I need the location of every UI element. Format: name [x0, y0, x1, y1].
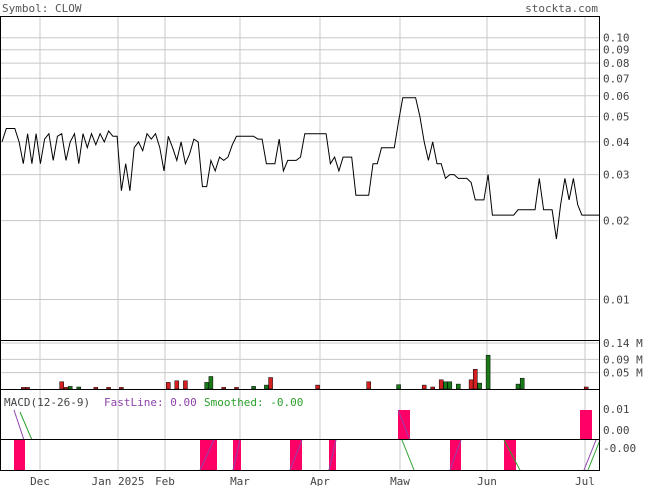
volume-bar	[59, 381, 64, 390]
macd-signal-line	[289, 439, 303, 471]
price-panel	[0, 16, 600, 341]
volume-bar	[264, 384, 269, 390]
macd-plot	[13, 409, 601, 471]
volume-bar	[119, 387, 124, 390]
volume-bar	[583, 386, 589, 390]
x-tick-label: Feb	[155, 475, 175, 486]
volume-tick-label: 0.09 M	[603, 353, 643, 366]
grid-lines	[0, 17, 600, 470]
volume-bar	[447, 381, 453, 390]
volume-bar	[438, 379, 444, 390]
volume-bar	[515, 383, 521, 390]
x-tick-label: Dec	[30, 475, 50, 486]
price-tick-label: 0.01	[603, 293, 630, 306]
volume-bar	[21, 387, 26, 390]
macd-signal-line	[449, 439, 462, 471]
volume-bar	[93, 387, 99, 390]
macd-signal-line	[328, 439, 337, 471]
volume-bar	[67, 386, 73, 390]
macd-signal-line	[401, 439, 415, 471]
volume-bar	[443, 381, 448, 390]
volume-bar	[468, 379, 474, 390]
macd-signal-line	[19, 411, 33, 441]
macd-panel	[0, 389, 600, 471]
macd-signal-line	[199, 439, 215, 471]
macd-tick-1: 0.00	[603, 424, 630, 437]
volume-bar	[208, 376, 214, 390]
macd-signal-line	[13, 409, 25, 441]
volume-bar	[456, 383, 461, 390]
volume-tick-label: 0.05 M	[603, 367, 643, 380]
symbol-label: Symbol: CLOW	[2, 2, 82, 15]
macd-signal-line	[503, 439, 521, 471]
volume-bar	[166, 382, 171, 390]
price-tick-label: 0.09	[603, 44, 630, 57]
volume-bar	[366, 381, 371, 390]
macd-title: MACD(12-26-9)	[4, 396, 90, 409]
macd-tick-0: 0.01	[603, 403, 630, 416]
volume-bar	[234, 387, 239, 390]
volume-bar	[76, 386, 82, 390]
volume-bar	[204, 382, 209, 390]
x-tick-label: Maw	[390, 475, 410, 486]
price-tick-label: 0.10	[603, 32, 630, 45]
price-tick-label: 0.08	[603, 57, 630, 70]
price-tick-label: 0.05	[603, 111, 630, 124]
x-tick-label: Mar	[230, 475, 250, 486]
volume-bar	[63, 387, 69, 390]
volume-plot	[21, 354, 589, 390]
volume-bar	[396, 384, 401, 390]
price-tick-label: 0.02	[603, 215, 630, 228]
price-line	[1, 97, 599, 240]
x-tick-label: Apr	[310, 475, 330, 486]
price-tick-label: 0.03	[603, 169, 630, 182]
macd-histogram-bar	[200, 440, 217, 470]
macd-histogram-bar	[504, 440, 516, 470]
macd-signal-line	[587, 439, 601, 471]
macd-tick-2: -0.00	[603, 442, 636, 455]
volume-bar	[519, 377, 525, 390]
macd-signal-line	[232, 439, 241, 471]
price-tick-label: 0.06	[603, 90, 630, 103]
x-tick-label: Jul	[575, 475, 595, 486]
volume-bar	[473, 369, 478, 390]
volume-tick-label: 0.14 M	[603, 337, 643, 350]
site-name[interactable]: stockta.com	[525, 2, 598, 15]
x-tick-label: Jun	[477, 475, 497, 486]
volume-bar	[477, 382, 482, 390]
macd-fast-label: FastLine: 0.00	[104, 396, 197, 409]
volume-bar	[174, 380, 180, 390]
volume-bar	[430, 386, 435, 390]
x-tick-label: Jan 2025	[92, 475, 145, 486]
volume-bar	[251, 386, 256, 390]
price-tick-label: 0.04	[603, 136, 630, 149]
volume-bar	[106, 387, 111, 390]
macd-signal-line	[583, 439, 597, 471]
price-tick-label: 0.07	[603, 72, 630, 85]
macd-signal-line	[397, 409, 411, 441]
volume-bar	[268, 377, 273, 390]
macd-smoothed-label: Smoothed: -0.00	[204, 396, 303, 409]
volume-bar	[183, 380, 188, 390]
macd-histogram-bar	[14, 440, 25, 470]
volume-panel	[0, 340, 600, 390]
price-plot	[1, 97, 599, 240]
volume-bar	[221, 387, 226, 390]
volume-bar	[25, 387, 30, 390]
volume-bar	[485, 354, 491, 390]
macd-histogram-bar	[580, 410, 592, 439]
volume-bar	[315, 384, 320, 390]
volume-bar	[421, 384, 427, 390]
